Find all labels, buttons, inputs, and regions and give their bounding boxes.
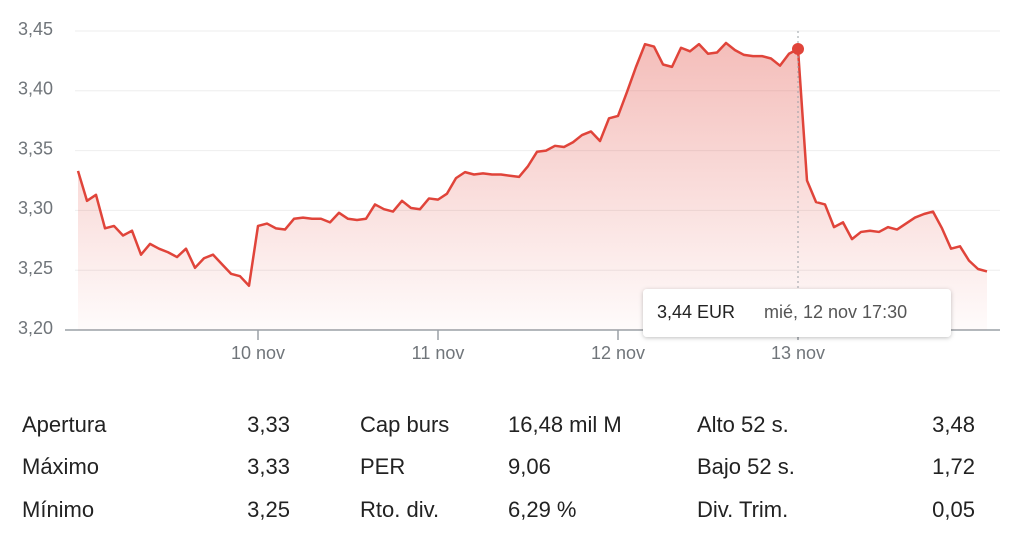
x-tick-label: 13 nov [771,343,825,363]
y-tick-label: 3,35 [18,138,53,158]
tooltip-time: mié, 12 nov 17:30 [764,302,907,322]
stat-value: 16,48 mil M [508,412,622,437]
stat-value: 0,05 [932,497,975,522]
area [78,42,987,331]
stat-label: Alto 52 s. [697,412,789,437]
y-tick-label: 3,30 [18,198,53,218]
stat-label: Div. Trim. [697,497,788,522]
stat-label: Bajo 52 s. [697,454,795,479]
y-tick-label: 3,40 [18,79,53,99]
stat-label: Cap burs [360,412,449,437]
y-tick-label: 3,45 [18,19,53,39]
hover-point [792,42,804,55]
stat-label: Rto. div. [360,497,439,522]
stat-value: 1,72 [932,454,975,479]
stat-value: 9,06 [508,454,551,479]
tooltip: 3,44 EUR mié, 12 nov 17:30 [643,289,951,337]
stat-value: 3,33 [247,412,290,437]
stat-value: 3,33 [247,454,290,479]
tooltip-box [643,289,951,337]
y-tick-label: 3,25 [18,258,53,278]
stat-label: Máximo [22,454,99,479]
stat-value: 3,25 [247,497,290,522]
y-tick-label: 3,20 [18,318,53,338]
stat-label: Apertura [22,412,107,437]
price-line [76,41,988,287]
x-tick-label: 10 nov [231,343,285,363]
stat-value: 6,29 % [508,497,577,522]
stat-label: PER [360,454,405,479]
x-tick-label: 12 nov [591,343,645,363]
stat-label: Mínimo [22,497,94,522]
tooltip-value: 3,44 EUR [657,302,735,322]
stat-value: 3,48 [932,412,975,437]
x-tick-label: 11 nov [412,343,465,363]
